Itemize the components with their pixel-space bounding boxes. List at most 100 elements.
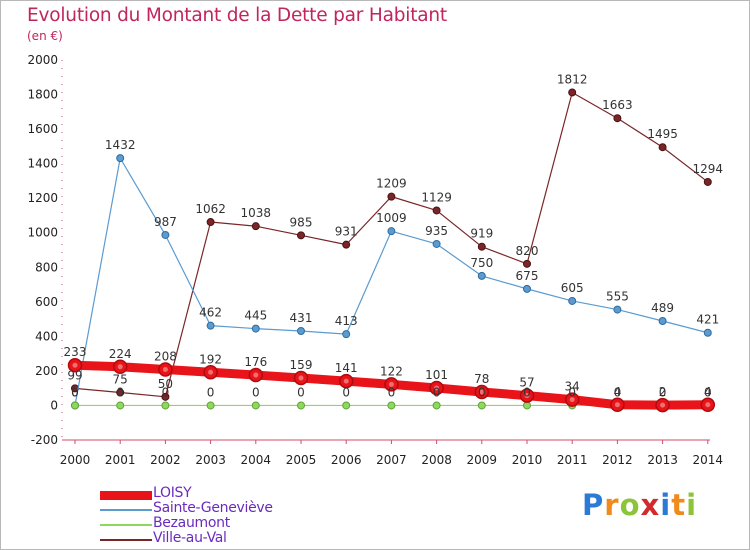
data-label: 2: [659, 385, 667, 399]
y-tick-label: 600: [35, 295, 58, 309]
x-tick-label: 2004: [241, 453, 272, 467]
x-tick-label: 2013: [647, 453, 678, 467]
data-label: 0: [659, 385, 667, 399]
series-layer: [67, 88, 716, 413]
x-tick-label: 2003: [195, 453, 226, 467]
data-point: [523, 259, 531, 268]
logo-letter: r: [604, 488, 620, 522]
data-point-highlight: [253, 372, 259, 378]
data-point: [161, 392, 170, 401]
data-point-highlight: [162, 367, 168, 373]
data-label: 0: [568, 385, 576, 399]
data-label: 421: [696, 313, 719, 327]
data-label: 555: [606, 290, 629, 304]
legend-label-bezaumont: Bezaumont: [153, 515, 230, 531]
data-label: 75: [113, 373, 128, 387]
data-point: [206, 321, 215, 330]
data-point: [206, 218, 215, 227]
data-point-highlight: [660, 402, 666, 408]
y-tick-label: 0: [50, 398, 58, 412]
x-tick-label: 2005: [286, 453, 317, 467]
data-label: 0: [478, 385, 486, 399]
data-point-highlight: [208, 369, 214, 375]
data-label: 820: [516, 244, 539, 258]
y-tick-label: 1400: [27, 157, 58, 171]
data-point: [477, 242, 486, 251]
data-label: 141: [335, 361, 358, 375]
legend-label-sainte-genevieve: Sainte-Geneviève: [153, 500, 273, 516]
data-label: 1062: [195, 202, 226, 216]
data-label: 78: [474, 372, 489, 386]
legend-label-loisy: LOISY: [153, 485, 192, 501]
chart-unit: (en €): [27, 29, 63, 43]
y-tick-label: -200: [31, 433, 58, 447]
legend-label-ville-au-val: Ville-au-Val: [153, 530, 227, 546]
legend-swatch-loisy: [100, 491, 152, 500]
data-label: 1209: [376, 177, 407, 191]
data-label: 34: [565, 380, 580, 394]
x-tick-label: 2012: [602, 453, 633, 467]
data-point: [568, 296, 577, 305]
data-label: 1294: [693, 162, 724, 176]
data-point: [387, 401, 396, 410]
data-label: 919: [470, 227, 493, 241]
data-point-highlight: [479, 389, 485, 395]
data-point: [477, 401, 486, 410]
data-point-highlight: [388, 381, 394, 387]
data-point-highlight: [343, 378, 349, 384]
y-tick-label: 1000: [27, 226, 58, 240]
logo-letter: x: [640, 488, 661, 522]
data-label: 1009: [376, 211, 407, 225]
y-tick-label: 1200: [27, 191, 58, 205]
data-point-highlight: [569, 397, 575, 403]
y-tick-label: 1600: [27, 122, 58, 136]
data-point: [613, 305, 622, 314]
data-label: 0: [342, 385, 350, 399]
data-labels-layer: 99 75 50 1062 1038 985 931 1209 1129 919 820 1812 16…: [64, 72, 724, 399]
data-label: 0: [116, 385, 124, 399]
legend-swatch-ville-au-val: [100, 539, 152, 541]
x-tick-label: 2002: [150, 453, 181, 467]
data-label: 0: [388, 385, 396, 399]
data-label: 0: [704, 385, 712, 399]
data-point: [297, 231, 305, 240]
data-label: 50: [158, 377, 173, 391]
data-point-highlight: [705, 402, 711, 408]
data-point-highlight: [72, 362, 78, 368]
data-label: 4: [704, 385, 712, 399]
data-label: 1432: [105, 138, 136, 152]
data-label: 0: [614, 385, 622, 399]
x-tick-label: 2001: [105, 453, 136, 467]
data-label: 675: [516, 269, 539, 283]
data-label: 935: [425, 224, 448, 238]
logo-letter: t: [671, 488, 687, 522]
data-point-highlight: [117, 364, 123, 370]
data-label: 176: [244, 355, 267, 369]
data-label: 0: [162, 385, 170, 399]
data-point: [161, 230, 170, 239]
data-label: 224: [109, 347, 132, 361]
data-point: [116, 401, 125, 410]
data-point: [161, 401, 170, 410]
data-point-highlight: [298, 375, 304, 381]
data-label: 605: [561, 281, 584, 295]
data-label: 0: [207, 385, 215, 399]
data-label: 99: [67, 368, 82, 382]
x-tick-label: 2008: [421, 453, 452, 467]
data-label: 931: [335, 225, 358, 239]
data-label: 1812: [557, 72, 588, 86]
data-label: 1129: [421, 190, 452, 204]
x-tick-label: 2000: [60, 453, 91, 467]
data-label: 233: [64, 345, 87, 359]
data-point: [523, 401, 531, 410]
data-label: 413: [335, 314, 358, 328]
data-point: [568, 88, 577, 97]
data-label: 0: [433, 385, 441, 399]
data-point: [251, 324, 260, 333]
data-point: [116, 154, 125, 163]
data-point: [342, 401, 351, 410]
data-label: 1038: [241, 206, 272, 220]
legend-swatch-sainte-genevieve: [100, 509, 152, 511]
chart-title: Evolution du Montant de la Dette par Hab…: [27, 5, 447, 26]
y-tick-label: 400: [35, 329, 58, 343]
